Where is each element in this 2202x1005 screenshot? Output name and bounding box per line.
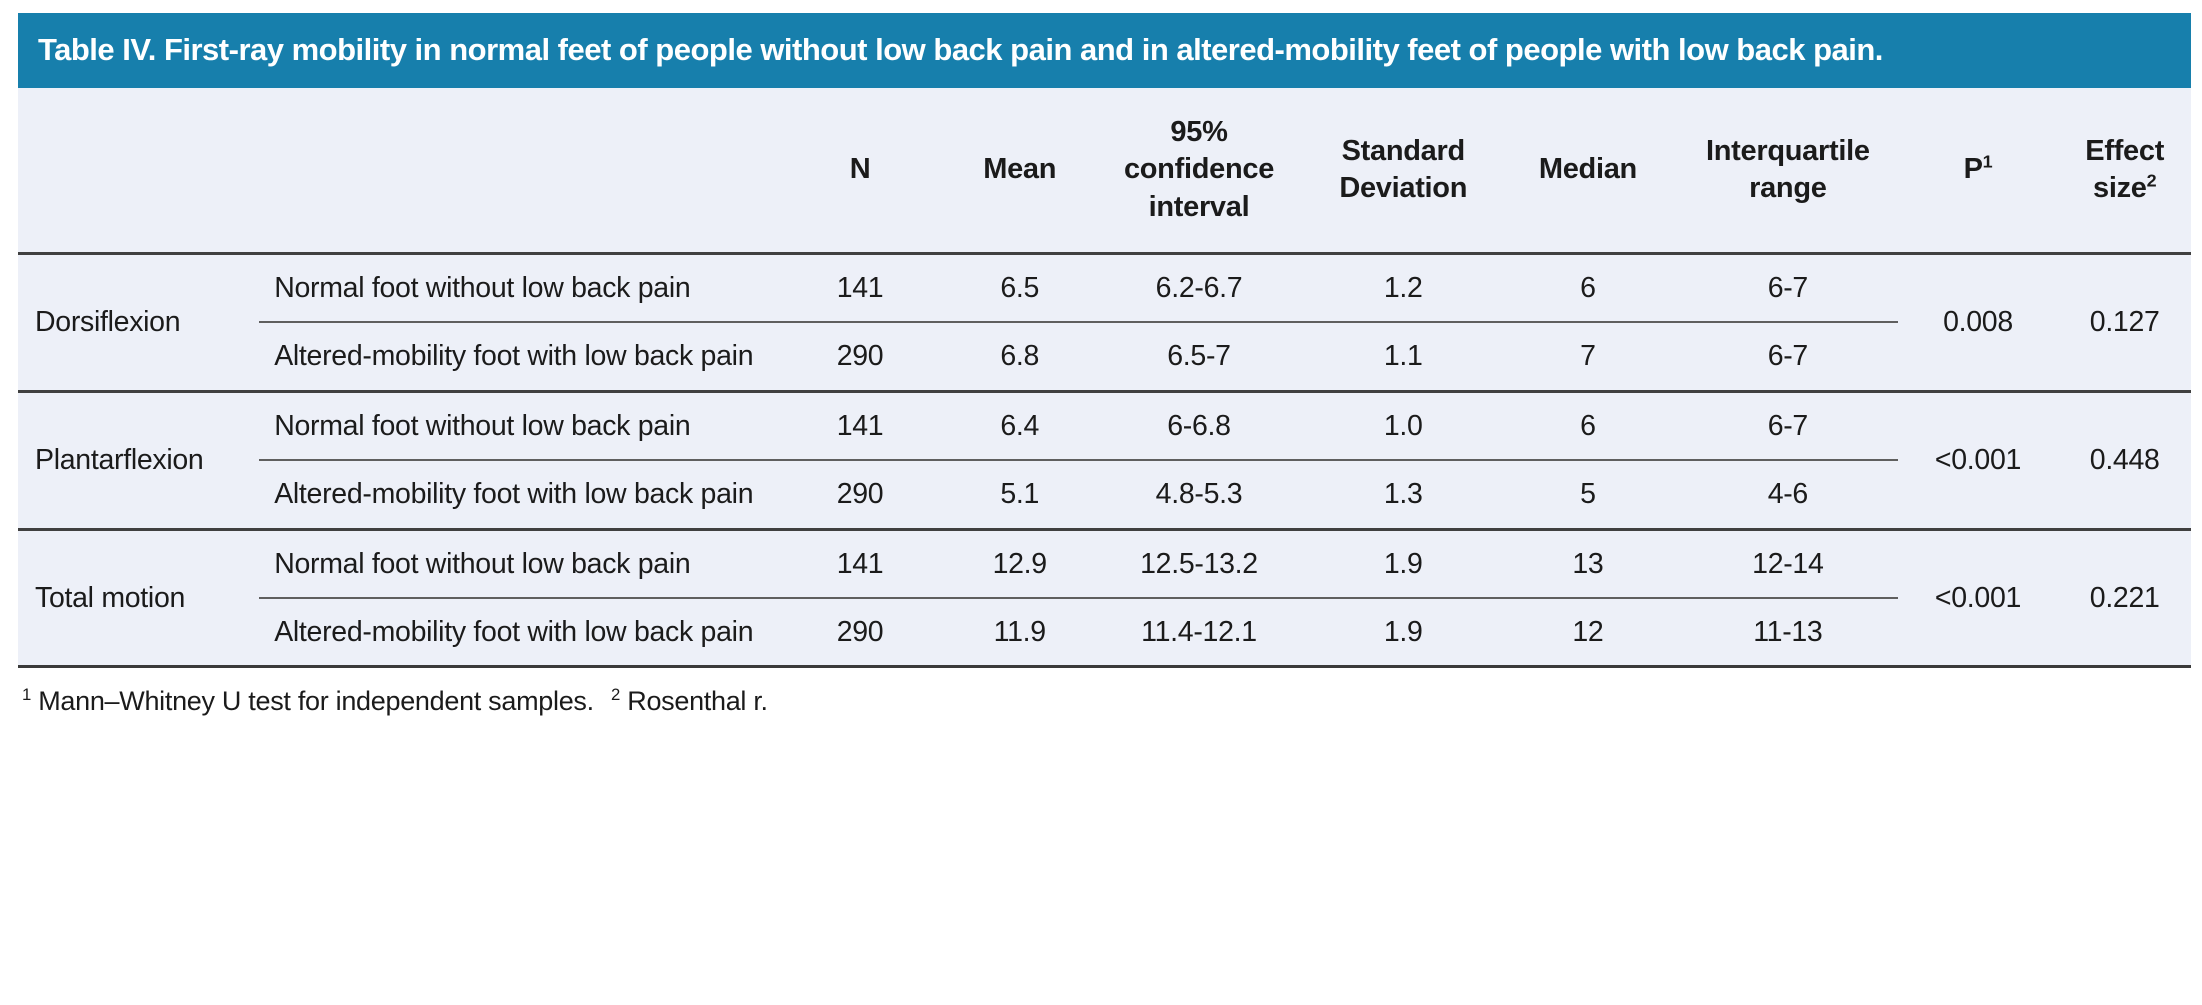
- results-table: N Mean 95% confidence interval Standard …: [18, 88, 2191, 669]
- column-header-condition: [259, 88, 770, 255]
- cell-mean: 11.9: [993, 615, 1046, 648]
- header-label: Interquartile range: [1706, 134, 1870, 204]
- cell-effect-size: 0.127: [2089, 305, 2160, 338]
- cell-sd: 1.1: [1383, 340, 1423, 373]
- cell-iqr: 12-14: [1678, 527, 1898, 599]
- cell-effect-size: 0.448: [2058, 389, 2191, 530]
- cell-n: 290: [836, 615, 884, 648]
- row-condition: Altered-mobility foot with low back pain: [259, 322, 770, 391]
- row-condition: Altered-mobility foot with low back pain: [259, 598, 770, 667]
- row-condition: Normal foot without low back pain: [259, 253, 770, 324]
- cell-p: 0.008: [1943, 305, 2013, 338]
- cell-n: 141: [769, 389, 951, 462]
- row-condition: Normal foot without low back pain: [259, 527, 770, 599]
- footnote-text: Rosenthal r.: [627, 686, 768, 717]
- cell-p: <0.001: [1897, 527, 2059, 667]
- cell-ci: 12.5-13.2: [1089, 527, 1309, 599]
- cell-median: 5: [1580, 478, 1596, 511]
- header-label: P: [1963, 153, 1983, 186]
- column-header-n: N: [769, 88, 951, 255]
- header-label: N: [849, 153, 871, 186]
- footnote-text: Mann–Whitney U test for independent samp…: [38, 686, 594, 717]
- group-label: Plantarflexion: [18, 389, 260, 530]
- header-row: N Mean 95% confidence interval Standard …: [18, 88, 2191, 255]
- column-header-iqr: Interquartile range: [1678, 88, 1898, 255]
- cell-n: 290: [836, 478, 884, 511]
- cell-sd: 1.0: [1308, 389, 1498, 462]
- table-title: Table IV. First-ray mobility in normal f…: [18, 13, 2191, 89]
- cell-ci: 6.2-6.7: [1089, 253, 1309, 324]
- header-label: Mean: [983, 153, 1057, 186]
- cell-median: 6: [1497, 253, 1679, 324]
- cell-mean: 6.8: [1000, 340, 1040, 373]
- table-row: Total motion Normal foot without low bac…: [18, 527, 2191, 667]
- header-superscript: 2: [2146, 170, 2157, 191]
- cell-median: 7: [1580, 340, 1596, 373]
- footnote-superscript: 2: [611, 685, 621, 705]
- table-row: Altered-mobility foot with low back pain…: [18, 460, 2191, 529]
- column-header-effect-size: Effect size2: [2058, 88, 2191, 255]
- cell-median: 12: [1572, 615, 1604, 648]
- cell-median: 6: [1497, 389, 1679, 462]
- cell-ci: 6-6.8: [1089, 389, 1309, 462]
- cell-ci: 6.5-7: [1167, 340, 1231, 373]
- header-label: Standard Deviation: [1339, 134, 1468, 204]
- cell-ci: 11.4-12.1: [1141, 615, 1257, 648]
- condition-text: Normal foot without low back pain: [274, 547, 691, 580]
- cell-p: <0.001: [1897, 389, 2059, 530]
- cell-mean: 12.9: [950, 527, 1090, 599]
- condition-text: Altered-mobility foot with low back pain: [274, 615, 754, 648]
- column-header-ci: 95% confidence interval: [1089, 88, 1309, 255]
- cell-sd: 1.2: [1308, 253, 1498, 324]
- table-row: Dorsiflexion Normal foot without low bac…: [18, 253, 2191, 338]
- cell-n: 141: [769, 253, 951, 324]
- cell-sd: 1.9: [1383, 615, 1423, 648]
- table-row: Plantarflexion Normal foot without low b…: [18, 389, 2191, 530]
- header-label: Effect size: [2085, 134, 2165, 204]
- cell-iqr: 6-7: [1678, 389, 1898, 462]
- cell-iqr: 11-13: [1753, 615, 1823, 648]
- row-condition: Altered-mobility foot with low back pain: [259, 460, 770, 529]
- column-header-sd: Standard Deviation: [1308, 88, 1498, 255]
- header-superscript: 1: [1982, 151, 1993, 172]
- cell-n: 141: [769, 527, 951, 599]
- cell-n: 290: [836, 340, 884, 373]
- group-label: Total motion: [18, 527, 260, 667]
- header-label: Median: [1538, 153, 1637, 186]
- condition-text: Altered-mobility foot with low back pain: [274, 340, 754, 373]
- cell-effect-size: 0.221: [2058, 527, 2191, 667]
- table-row: Altered-mobility foot with low back pain…: [18, 598, 2191, 667]
- condition-text: Altered-mobility foot with low back pain: [274, 478, 754, 511]
- cell-iqr: 6-7: [1767, 340, 1809, 373]
- cell-ci: 4.8-5.3: [1155, 478, 1243, 511]
- footnote-superscript: 1: [22, 685, 32, 705]
- header-label: 95% confidence interval: [1123, 116, 1275, 223]
- cell-mean: 6.5: [950, 253, 1090, 324]
- footnote: 1 Mann–Whitney U test for independent sa…: [18, 685, 2191, 718]
- table-row: Altered-mobility foot with low back pain…: [18, 322, 2191, 391]
- row-condition: Normal foot without low back pain: [259, 389, 770, 462]
- column-header-median: Median: [1497, 88, 1679, 255]
- cell-sd: 1.3: [1383, 478, 1423, 511]
- cell-iqr: 6-7: [1678, 253, 1898, 324]
- condition-text: Normal foot without low back pain: [274, 409, 691, 442]
- column-header-p: P1: [1897, 88, 2059, 255]
- condition-text: Normal foot without low back pain: [274, 271, 691, 304]
- column-header-mean: Mean: [950, 88, 1090, 255]
- column-header-group: [18, 88, 260, 255]
- cell-median: 13: [1497, 527, 1679, 599]
- cell-sd: 1.9: [1308, 527, 1498, 599]
- cell-iqr: 4-6: [1767, 478, 1809, 511]
- cell-mean: 6.4: [950, 389, 1090, 462]
- group-label: Dorsiflexion: [35, 305, 181, 338]
- cell-mean: 5.1: [1000, 478, 1040, 511]
